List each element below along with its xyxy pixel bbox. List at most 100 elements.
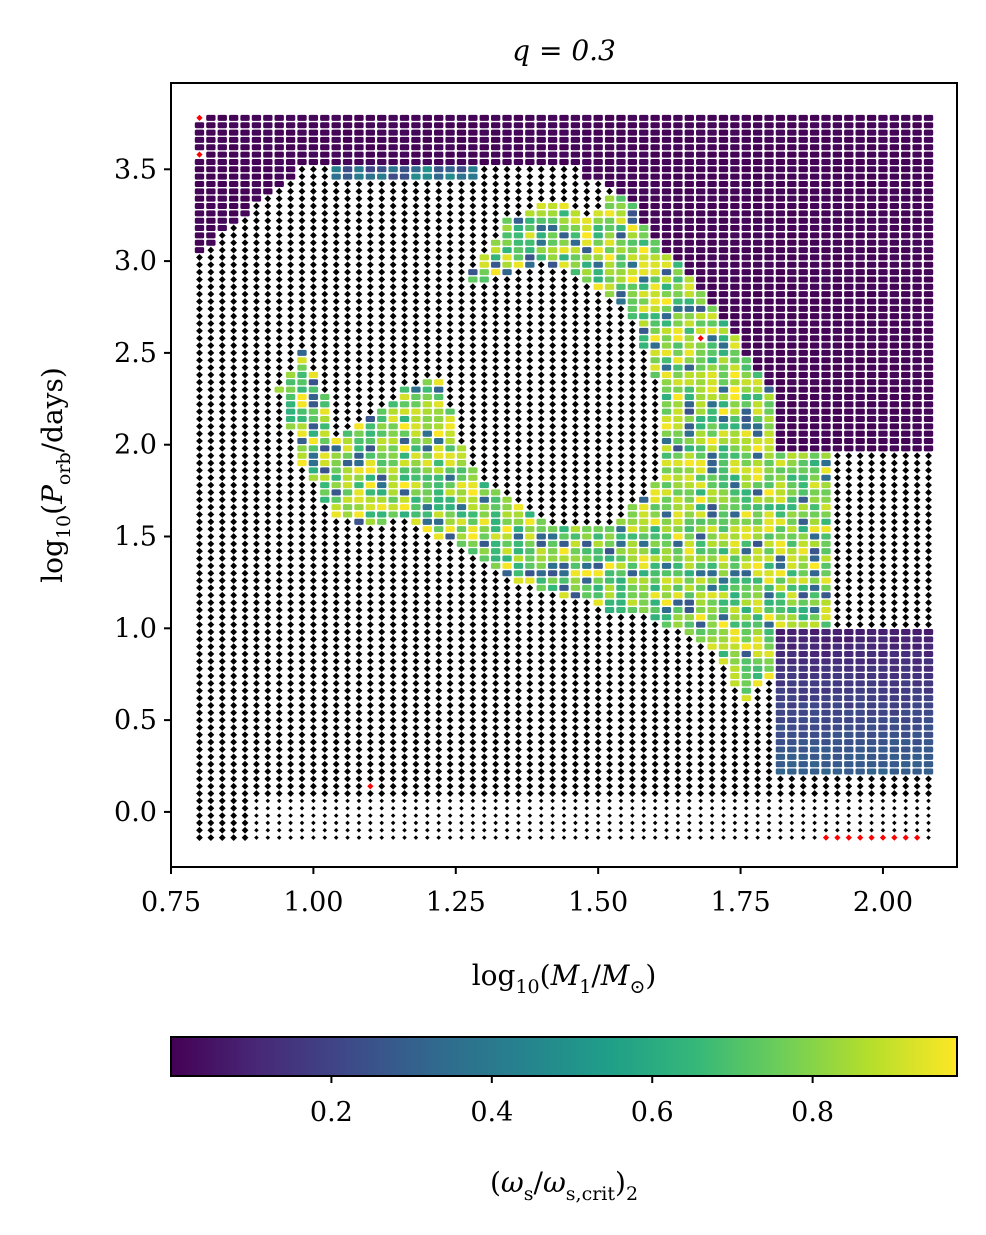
data-point-black [685, 650, 693, 658]
data-point [639, 320, 649, 327]
data-point-black [663, 746, 670, 753]
data-point-black [423, 702, 431, 709]
data-point-black [344, 378, 351, 386]
data-point-black [366, 239, 374, 247]
data-point-black [651, 731, 659, 739]
data-point-black [253, 489, 260, 496]
data-point-black [573, 805, 578, 811]
data-point [661, 357, 672, 364]
data-point [696, 430, 706, 437]
data-point-black [389, 290, 397, 298]
data-point [411, 386, 421, 393]
data-point-black [196, 283, 203, 291]
data-point-black [401, 657, 408, 665]
data-point-black [537, 268, 545, 276]
data-point [616, 269, 626, 276]
data-point [274, 173, 284, 180]
data-point [616, 518, 626, 525]
data-point [661, 305, 672, 312]
data-point [707, 614, 717, 621]
data-point [752, 592, 763, 599]
data-point-black [549, 496, 557, 504]
data-point-black [332, 298, 340, 305]
data-point-black [207, 378, 215, 386]
data-point-black [594, 364, 602, 371]
data-point-black [412, 195, 420, 203]
data-point-black [275, 562, 283, 570]
data-point-black [571, 782, 579, 790]
data-point-black [606, 672, 613, 680]
data-point-black [480, 716, 488, 724]
data-point-black [423, 657, 431, 665]
data-point [297, 151, 307, 158]
data-point-black [309, 231, 317, 239]
data-point [468, 269, 478, 276]
data-point-black [526, 393, 534, 401]
data-point [502, 217, 512, 224]
data-point-black [299, 820, 305, 826]
data-point-black [754, 768, 762, 775]
data-point-black [355, 202, 363, 210]
data-point-black [344, 753, 351, 761]
data-point-black [503, 584, 511, 592]
data-point-black [492, 187, 500, 195]
data-point-black [207, 467, 215, 474]
data-point-black [332, 672, 340, 680]
data-point-black [571, 621, 579, 629]
data-point-black [378, 400, 386, 408]
data-point-black [207, 246, 215, 254]
data-point-black [332, 276, 340, 283]
data-point-black [241, 533, 249, 540]
data-point [650, 606, 660, 613]
data-point-black [549, 753, 557, 761]
data-point-black [492, 459, 500, 467]
data-point [297, 438, 307, 445]
data-point-black [651, 393, 659, 401]
data-point [730, 188, 740, 195]
data-point-black [264, 525, 272, 533]
data-point-black [218, 452, 226, 460]
data-point-black [298, 775, 306, 783]
data-point-black [458, 290, 465, 298]
data-point-black [264, 349, 272, 357]
data-point-black [469, 356, 477, 364]
data-point [308, 445, 319, 452]
data-point-black [332, 364, 340, 371]
data-point [673, 460, 683, 467]
data-point [468, 122, 478, 129]
data-point-black [218, 246, 226, 254]
data-point [240, 203, 250, 210]
data-point-black [321, 231, 329, 239]
data-point-black [549, 643, 557, 651]
data-point-black [287, 202, 295, 210]
data-point-black [253, 386, 260, 394]
data-point-black [298, 687, 306, 695]
data-point [639, 158, 649, 165]
data-point-black [230, 467, 238, 474]
data-point-black [663, 790, 670, 797]
data-point-black [708, 694, 716, 702]
data-point [752, 474, 763, 481]
data-point-black [617, 312, 625, 320]
data-point-black [355, 738, 363, 746]
data-point-black [446, 356, 454, 364]
data-point-black [708, 687, 716, 695]
data-point-black [230, 489, 238, 496]
data-point-black [366, 555, 374, 562]
data-point-black [571, 643, 579, 651]
data-point-black [275, 533, 283, 540]
data-point-black [207, 716, 215, 724]
data-point-black [583, 202, 591, 210]
data-point-black [389, 584, 397, 592]
data-point-black [755, 820, 760, 826]
data-point-black [344, 643, 351, 651]
data-point-black [321, 239, 329, 247]
data-point-black [685, 694, 693, 702]
data-point [684, 511, 694, 518]
data-point-black [241, 518, 249, 526]
data-point-black [196, 305, 203, 313]
data-point [616, 254, 626, 261]
data-point-black [664, 828, 669, 833]
data-point-black [275, 283, 283, 291]
